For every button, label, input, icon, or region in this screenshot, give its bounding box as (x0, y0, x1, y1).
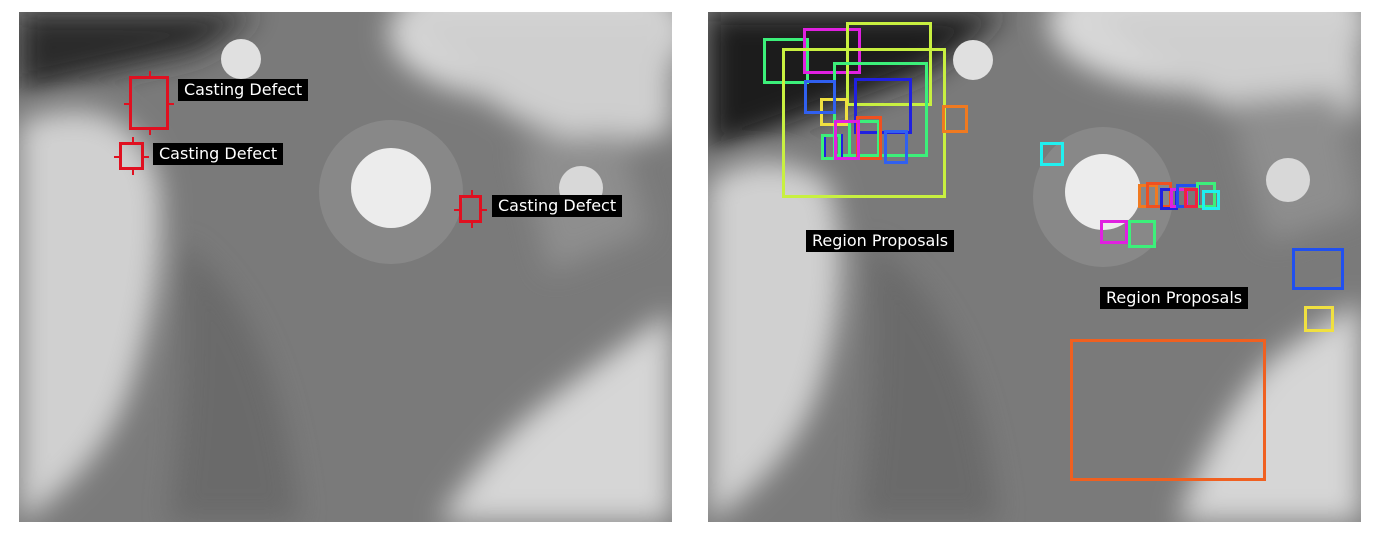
region-proposal-box (942, 105, 968, 133)
region-proposal-box (884, 130, 908, 164)
region-proposal-box (1128, 220, 1156, 248)
crosshair-tick (131, 167, 134, 175)
region-proposal-box (1202, 190, 1220, 210)
region-proposal-box (848, 120, 880, 158)
crosshair-tick (454, 209, 462, 211)
region-proposal-box (1184, 188, 1198, 208)
crosshair-tick (141, 156, 149, 158)
region-proposal-box (1304, 306, 1334, 332)
defect-box (114, 137, 149, 175)
crosshair-tick (114, 156, 122, 158)
crosshair-tick (479, 209, 487, 211)
crosshair-tick (131, 137, 134, 145)
crosshair-tick (470, 190, 473, 198)
region-proposal-box (1040, 142, 1064, 166)
crosshair-tick (124, 103, 132, 105)
region-proposal-box (821, 134, 841, 160)
xray-wheel-image-left (19, 12, 672, 522)
region-proposal-box (763, 38, 809, 84)
region-proposals-label: Region Proposals (1100, 287, 1249, 309)
defect-label: Casting Defect (492, 195, 623, 217)
right-xray-panel: Region Proposals Region Proposals (708, 12, 1361, 522)
crosshair-tick (149, 127, 151, 135)
region-proposal-box (834, 120, 860, 160)
region-proposal-box (803, 28, 861, 74)
crosshair-tick (149, 71, 151, 79)
crosshair-tick (166, 103, 174, 105)
crosshair-tick (470, 220, 473, 228)
region-proposal-box (1292, 248, 1344, 290)
region-proposals-label: Region Proposals (806, 230, 955, 252)
defect-box (124, 71, 174, 135)
region-proposal-box (804, 80, 836, 114)
region-proposal-box (1070, 339, 1266, 481)
region-proposal-box (1100, 220, 1128, 244)
defect-label: Casting Defect (153, 143, 284, 165)
left-xray-panel: Casting Defect Casting Defect Casting Defe… (19, 12, 672, 522)
defect-box (454, 190, 487, 228)
defect-label: Casting Defect (178, 79, 309, 101)
region-proposal-box (854, 78, 912, 134)
